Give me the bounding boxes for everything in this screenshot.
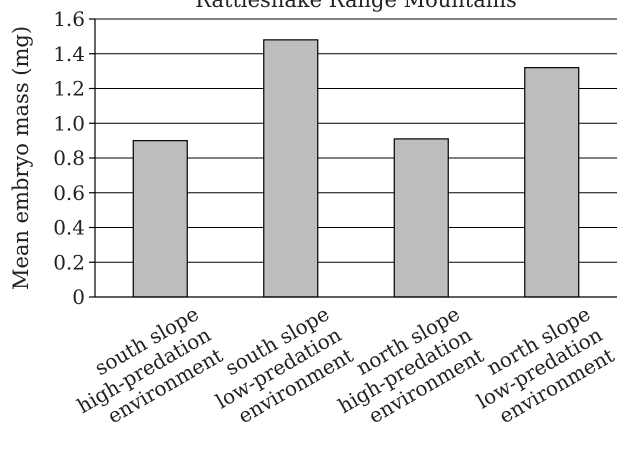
y-tick-label-5: 1.0 bbox=[53, 111, 85, 135]
bar-2 bbox=[263, 39, 319, 298]
bars bbox=[132, 39, 580, 298]
y-tick-label-0: 0 bbox=[72, 285, 85, 309]
bar-3 bbox=[393, 138, 449, 298]
y-tick-label-8: 1.6 bbox=[53, 7, 85, 31]
y-axis bbox=[89, 18, 617, 298]
bar-4 bbox=[524, 67, 580, 298]
y-axis-title: Mean embryo mass (mg) bbox=[9, 26, 33, 290]
y-tick-labels: 0 0.2 0.4 0.6 0.8 1.0 1.2 1.4 1.6 bbox=[53, 7, 85, 309]
y-tick-label-1: 0.2 bbox=[53, 250, 85, 274]
y-tick-label-4: 0.8 bbox=[53, 146, 85, 170]
y-tick-label-6: 1.2 bbox=[53, 77, 85, 101]
x-category-labels: south slopehigh-predationenvironmentsout… bbox=[73, 302, 618, 429]
y-tick-label-3: 0.6 bbox=[53, 181, 85, 205]
bar-1 bbox=[132, 140, 188, 298]
y-tick-label-7: 1.4 bbox=[53, 42, 85, 66]
y-tick-label-2: 0.4 bbox=[53, 216, 85, 240]
chart-title: Rattlesnake Range Mountains bbox=[195, 0, 517, 12]
